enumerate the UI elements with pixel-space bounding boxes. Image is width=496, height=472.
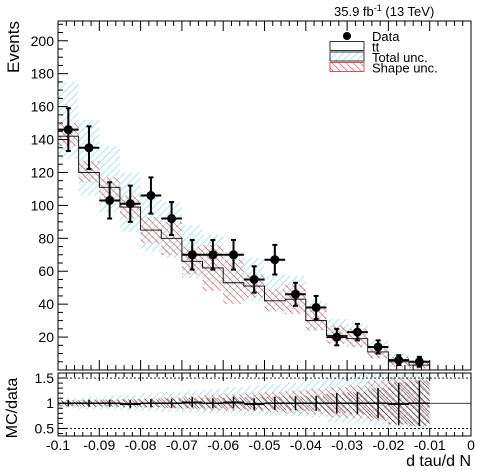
x-tick-label: -0.05 [249,437,281,453]
x-tick-label: -0.03 [331,437,363,453]
legend-swatch [330,52,364,61]
x-tick-label: -0.06 [207,437,239,453]
y-tick-label: 80 [38,230,54,246]
x-tick-label: -0.1 [46,437,70,453]
x-tick-label: -0.08 [125,437,157,453]
y-tick-label: 140 [31,132,55,148]
y-tick-label: 60 [38,263,54,279]
x-tick-label: -0.01 [414,437,446,453]
x-axis-label: d tau/d N [406,453,471,470]
x-tick-label: -0.02 [372,437,404,453]
legend-label: Shape unc. [372,61,438,76]
y-tick-label: 40 [38,296,54,312]
legend-entry: Shape unc. [330,61,438,76]
y-tick-label: 200 [31,33,55,49]
y-tick-label: 180 [31,66,55,82]
shape-unc-band [265,289,286,310]
ratio-y-tick-label: 0.5 [35,420,55,436]
y-axis-label-main: Events [4,21,23,73]
x-tick-label: -0.09 [83,437,115,453]
y-tick-label: 20 [38,329,54,345]
y-axis-label-ratio: MC/data [4,378,21,439]
legend-swatch [330,63,364,72]
ratio-y-tick-label: 1 [46,395,54,411]
legend-swatch [330,42,364,51]
x-tick-label: -0.04 [290,437,322,453]
ratio-y-tick-label: 1.5 [35,370,55,386]
y-tick-label: 120 [31,164,55,180]
x-tick-label: 0 [467,437,475,453]
ratio-plot: 0.5 1 1.5 -0.1 -0.09 -0.08 -0.07 -0.06 -0.05 -0.… [35,370,476,453]
y-tick-label: 160 [31,99,55,115]
lumi-label: 35.9 fb-1 (13 TeV) [334,3,434,19]
x-tick-label: -0.07 [166,437,198,453]
y-tick-label: 100 [31,197,55,213]
legend-data-marker [343,32,351,40]
data-point [265,245,286,275]
